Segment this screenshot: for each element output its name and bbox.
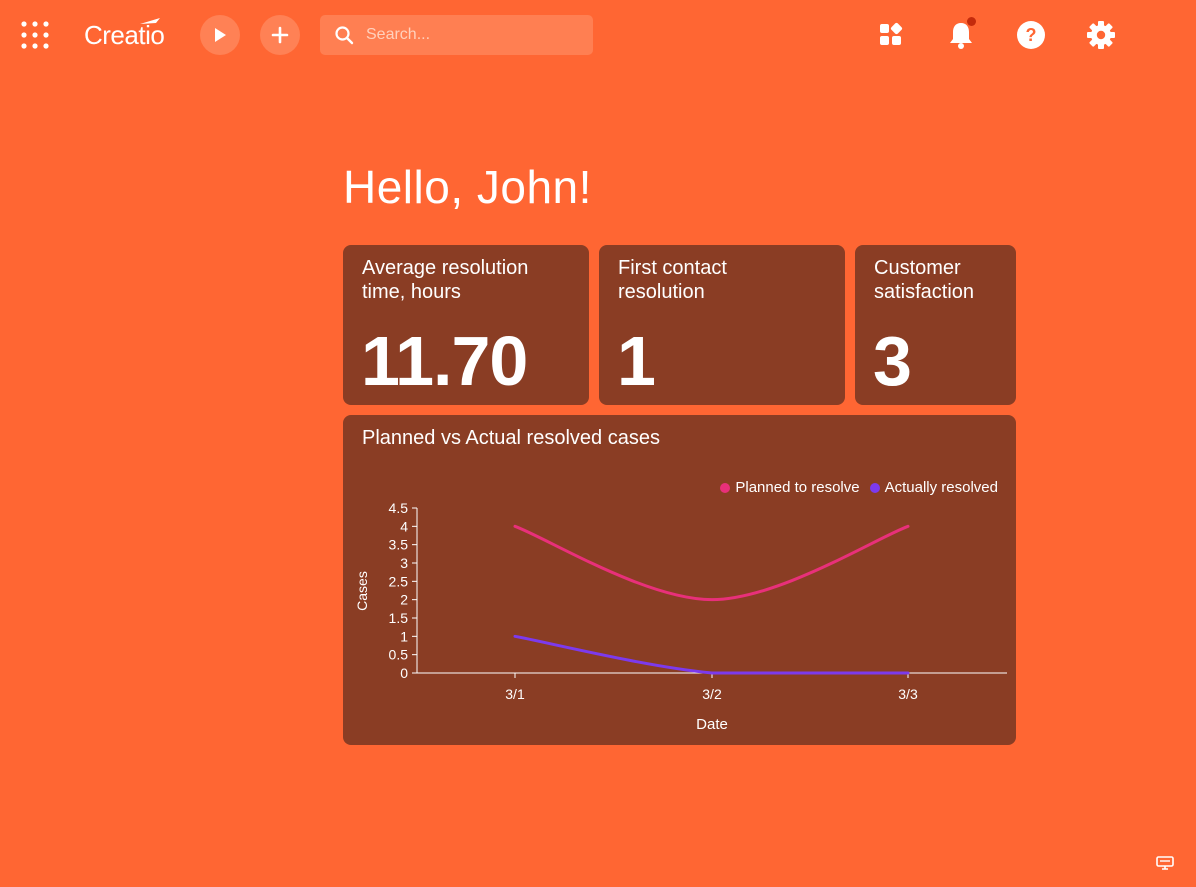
chart-legend: Planned to resolve Actually resolved: [720, 479, 998, 496]
greeting-heading: Hello, John!: [343, 161, 592, 213]
y-tick-label: 2: [400, 592, 408, 608]
keyboard-icon[interactable]: [1156, 855, 1174, 871]
kpi-card-customer-satisfaction[interactable]: Customer satisfaction 3: [855, 245, 1016, 405]
kpi-card-avg-resolution[interactable]: Average resolution time, hours 11.70: [343, 245, 589, 405]
brand-logo[interactable]: Creatio: [84, 18, 165, 51]
series-line-planned: [513, 524, 910, 602]
line-chart: 0 0.5 1 1.5 2 2.5 3 3.5 4 4.5 3/1 3/2 3/3 Date Cases: [354, 500, 1007, 733]
help-icon[interactable]: ?: [1014, 18, 1048, 52]
x-axis-title: Date: [696, 716, 728, 733]
y-tick-label: 1: [400, 628, 408, 644]
legend-item-actual[interactable]: Actually resolved: [869, 479, 998, 496]
run-process-button[interactable]: [200, 15, 240, 55]
kpi-title: Customer satisfaction: [874, 257, 975, 303]
y-tick-label: 0.5: [389, 647, 409, 663]
y-tick-label: 0: [400, 665, 408, 681]
search-input[interactable]: [364, 25, 568, 45]
y-tick-label: 3: [400, 555, 408, 571]
search-icon: [335, 26, 354, 45]
x-tick-label: 3/1: [505, 686, 525, 702]
notifications-button[interactable]: [944, 17, 978, 52]
search-box[interactable]: [320, 15, 593, 55]
widgets-icon[interactable]: [874, 18, 908, 52]
add-button[interactable]: [260, 15, 300, 55]
logo-swoosh-icon: [140, 18, 160, 24]
bell-icon: [950, 23, 972, 49]
kpi-title: Average resolution time, hours: [362, 257, 529, 303]
brand-name: Creatio: [84, 20, 165, 50]
svg-text:?: ?: [1026, 25, 1037, 45]
kpi-value: 3: [873, 322, 912, 400]
legend-item-planned[interactable]: Planned to resolve: [720, 479, 860, 496]
legend-label: Planned to resolve: [735, 479, 860, 496]
kpi-value: 1: [617, 322, 656, 400]
apps-grid-icon[interactable]: [20, 20, 50, 50]
chart-title: Planned vs Actual resolved cases: [362, 427, 660, 449]
chart-card: 0 0.5 1 1.5 2 2.5 3 3.5 4 4.5 3/1 3/2 3/3 Date Cases P…: [343, 415, 1016, 745]
kpi-title: First contact resolution: [618, 257, 727, 303]
plus-icon: [271, 26, 289, 44]
y-tick-label: 4.5: [389, 500, 409, 516]
kpi-card-first-contact[interactable]: First contact resolution 1: [599, 245, 845, 405]
legend-label: Actually resolved: [884, 479, 998, 496]
gear-icon[interactable]: [1084, 18, 1118, 52]
play-icon: [215, 28, 226, 42]
legend-dot-actual: [869, 482, 880, 493]
series-line-actual: [513, 634, 910, 675]
x-tick-label: 3/3: [898, 686, 918, 702]
kpi-value: 11.70: [361, 322, 528, 400]
y-tick-label: 4: [400, 518, 408, 534]
y-tick-label: 1.5: [389, 610, 409, 626]
top-bar: Creatio: [0, 0, 1196, 70]
legend-dot-planned: [720, 482, 731, 493]
notification-badge: [967, 17, 976, 26]
y-tick-label: 2.5: [389, 573, 409, 589]
y-axis-title: Cases: [354, 571, 370, 611]
x-tick-label: 3/2: [702, 686, 722, 702]
y-tick-label: 3.5: [389, 537, 409, 553]
